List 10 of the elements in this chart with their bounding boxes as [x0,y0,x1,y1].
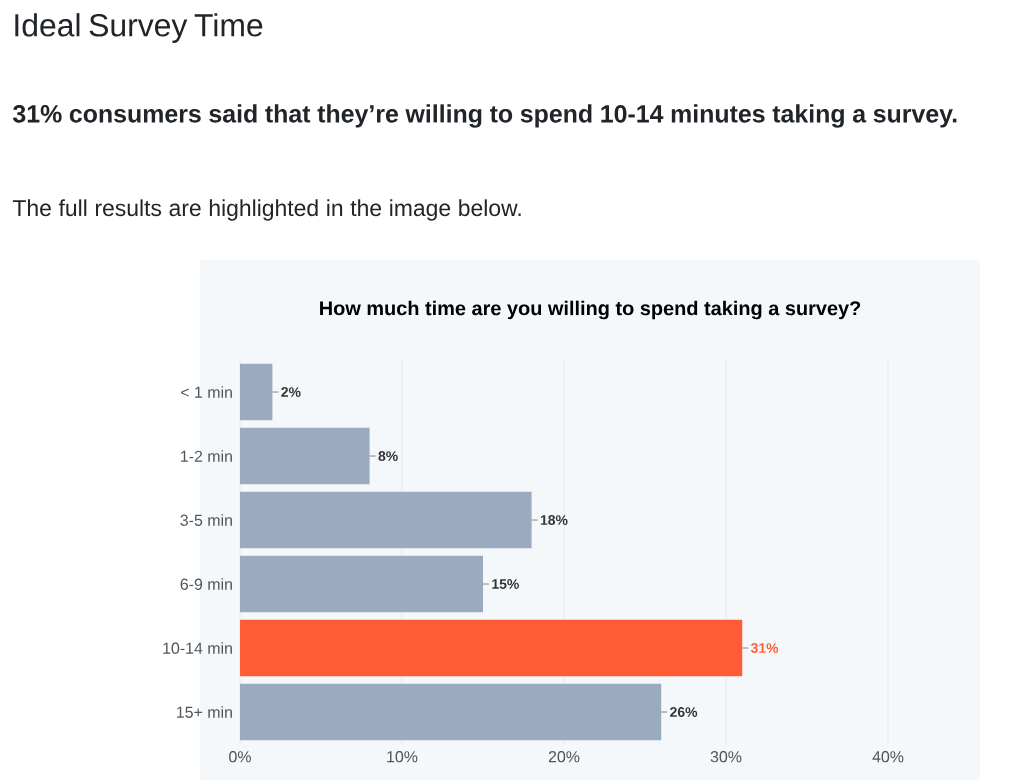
text: Ideal Survey Time [15,13,263,43]
bar [240,683,662,741]
bar [240,555,484,613]
bar [240,363,273,421]
text: The full results are highlighted in the image below. [12,199,521,221]
bar [240,619,743,677]
text: 31% consumers said that they’re willing to spend 10-14 minutes taking a survey. [12,104,957,128]
bar [240,427,370,485]
bar [240,491,532,549]
chart-title: How much time are you willing to spend taking a survey? [320,300,861,320]
